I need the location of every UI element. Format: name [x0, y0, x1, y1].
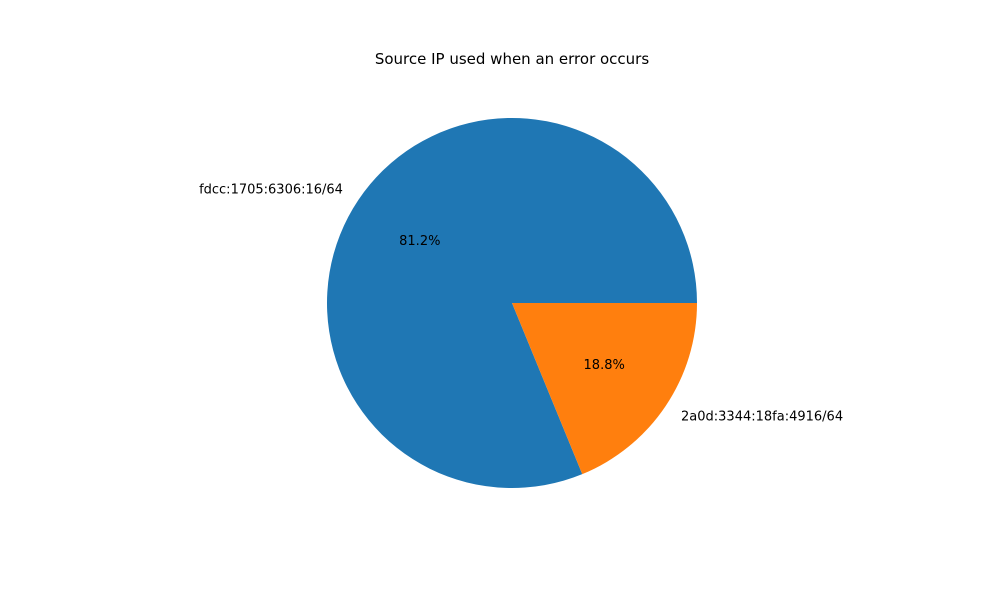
- pie-slice-2: [512, 303, 697, 475]
- slice-percent-1: 81.2%: [399, 234, 440, 249]
- pie-slices: [327, 118, 697, 489]
- slice-label-1: fdcc:1705:6306:16/64: [199, 183, 343, 198]
- chart-title: Source IP used when an error occurs: [375, 50, 650, 68]
- pie-labels: fdcc:1705:6306:16/64 81.2% 2a0d:3344:18fa:…: [199, 183, 843, 425]
- slice-label-2: 2a0d:3344:18fa:4916/64: [681, 409, 843, 424]
- pie-slice-1: [327, 118, 697, 489]
- slice-percent-2: 18.8%: [584, 358, 625, 373]
